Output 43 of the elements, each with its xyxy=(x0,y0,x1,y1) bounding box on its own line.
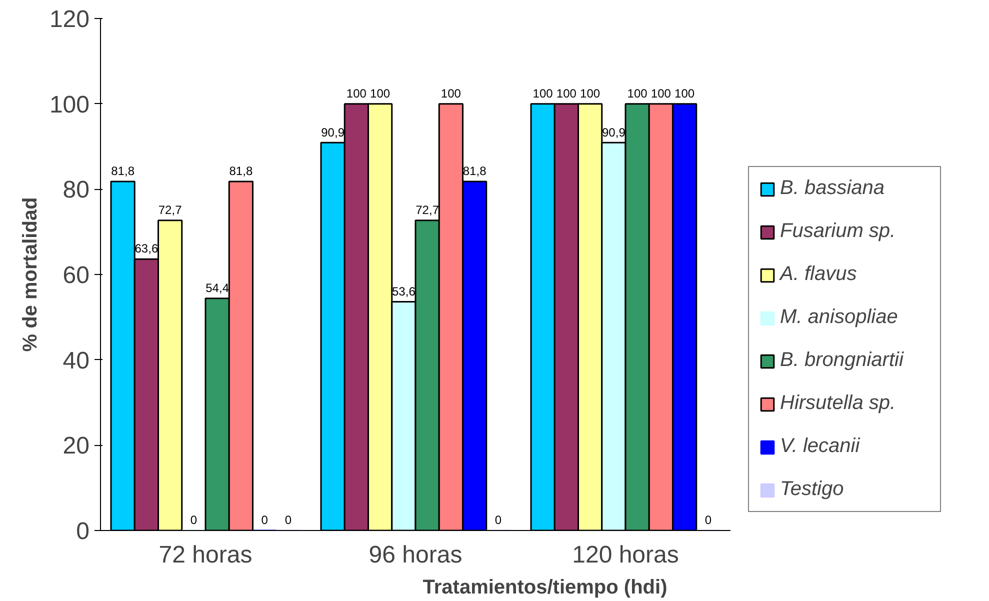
y-tick-label: 0 xyxy=(76,518,90,545)
data-label: 0 xyxy=(494,513,502,528)
legend-label: Hirsutella sp. xyxy=(780,392,897,415)
y-tick-label: 80 xyxy=(62,176,90,204)
legend-label: B. bassiana xyxy=(780,177,886,200)
data-label: 0 xyxy=(190,513,198,528)
data-label: 0 xyxy=(704,513,712,528)
y-tick-label: 120 xyxy=(49,6,90,33)
data-label: 100 xyxy=(627,86,648,100)
x-tick-label: 72 horas xyxy=(158,542,252,568)
legend-label: A. flavus xyxy=(780,263,858,286)
data-label: 100 xyxy=(650,86,672,100)
data-label: 81,8 xyxy=(462,164,487,178)
data-label: 100 xyxy=(674,86,695,100)
data-label: 100 xyxy=(370,86,390,100)
data-label: 100 xyxy=(580,86,600,100)
data-label: 100 xyxy=(556,86,577,100)
data-label: 100 xyxy=(440,86,462,100)
x-tick-label: 120 horas xyxy=(572,542,679,568)
x-axis-title: Tratamientos/tiempo (hdi) xyxy=(422,576,668,598)
legend-label: Fusarium sp. xyxy=(780,220,897,243)
legend-label: Testigo xyxy=(780,478,845,501)
y-axis-title: % de mortalidad xyxy=(19,197,42,352)
y-tick-label: 40 xyxy=(62,347,90,374)
data-label: 90,9 xyxy=(602,125,626,140)
data-label: 90,9 xyxy=(321,125,345,140)
data-label: 54,4 xyxy=(206,280,230,295)
legend-label: V. lecanii xyxy=(780,435,862,458)
data-label: 81,8 xyxy=(111,164,135,178)
data-label: 100 xyxy=(532,86,554,100)
data-label: 53,6 xyxy=(392,284,416,298)
legend-label: M. anisopliae xyxy=(780,306,899,329)
x-tick-label: 96 horas xyxy=(368,542,462,568)
data-label: 0 xyxy=(261,513,268,528)
y-tick-label: 100 xyxy=(49,91,90,118)
data-label: 100 xyxy=(346,86,367,100)
data-label: 0 xyxy=(284,513,292,528)
y-tick-label: 20 xyxy=(62,432,90,460)
y-tick-label: 60 xyxy=(62,262,90,289)
data-label: 81,8 xyxy=(229,164,253,178)
data-label: 72,7 xyxy=(158,202,182,217)
legend-label: B. brongniartii xyxy=(780,349,905,372)
data-label: 72,7 xyxy=(416,202,440,217)
